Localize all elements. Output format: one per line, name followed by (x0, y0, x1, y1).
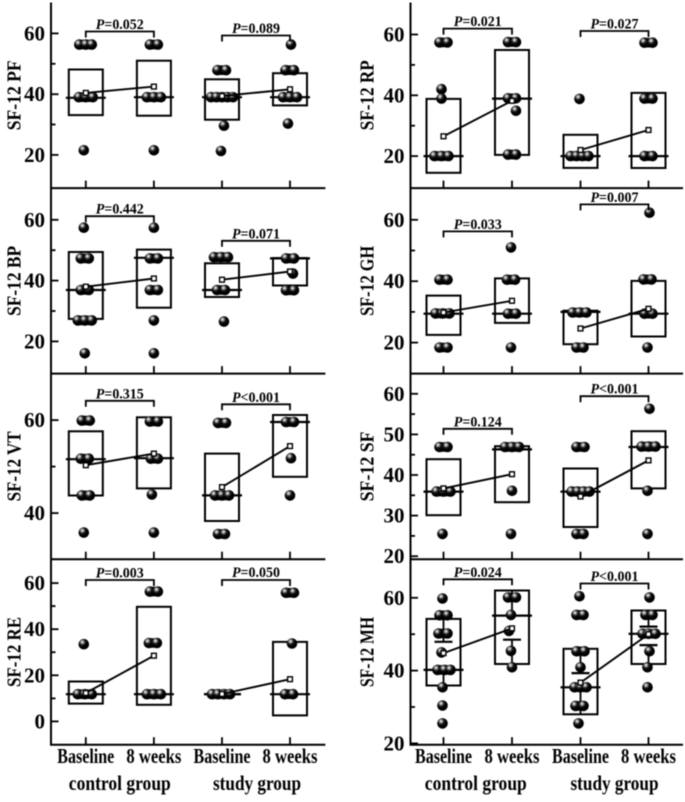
svg-text:8 weeks: 8 weeks (263, 744, 318, 768)
svg-text:P=0.089: P=0.089 (232, 21, 280, 37)
svg-text:P=0.124: P=0.124 (454, 414, 502, 430)
svg-text:P<0.001: P<0.001 (591, 382, 639, 398)
svg-text:P=0.071: P=0.071 (232, 226, 280, 242)
svg-text:60: 60 (384, 23, 405, 47)
svg-text:P=0.442: P=0.442 (96, 202, 144, 218)
svg-text:40: 40 (24, 82, 45, 106)
svg-text:40: 40 (24, 501, 45, 525)
svg-text:SF-12 SF: SF-12 SF (357, 431, 379, 501)
svg-text:0: 0 (35, 709, 46, 733)
svg-text:60: 60 (384, 586, 405, 610)
svg-text:40: 40 (384, 659, 405, 683)
svg-text:8 weeks: 8 weeks (621, 744, 676, 768)
svg-text:20: 20 (384, 544, 405, 568)
svg-text:P=0.315: P=0.315 (96, 386, 144, 402)
svg-text:SF-12 VT: SF-12 VT (4, 431, 26, 502)
svg-text:8 weeks: 8 weeks (126, 744, 181, 768)
svg-text:SF-12 MH: SF-12 MH (357, 617, 379, 687)
svg-text:SF-12 GH: SF-12 GH (357, 246, 379, 316)
svg-text:SF-12 RE: SF-12 RE (4, 617, 26, 687)
svg-text:20: 20 (384, 144, 405, 168)
svg-text:60: 60 (24, 21, 45, 45)
svg-text:8 weeks: 8 weeks (485, 744, 540, 768)
svg-text:study group: study group (213, 771, 301, 795)
svg-text:Baseline: Baseline (57, 744, 114, 768)
svg-text:50: 50 (384, 422, 405, 446)
svg-text:30: 30 (384, 504, 405, 528)
svg-text:Baseline: Baseline (415, 744, 472, 768)
svg-text:20: 20 (384, 331, 405, 355)
svg-text:SF-12 RP: SF-12 RP (357, 60, 379, 130)
svg-text:P=0.050: P=0.050 (232, 565, 280, 581)
svg-text:P=0.033: P=0.033 (454, 217, 502, 233)
svg-text:60: 60 (384, 208, 405, 232)
svg-text:P=0.021: P=0.021 (454, 14, 502, 30)
svg-text:P=0.052: P=0.052 (96, 17, 144, 33)
svg-text:40: 40 (24, 617, 45, 641)
svg-text:P<0.001: P<0.001 (591, 569, 639, 585)
svg-text:control group: control group (69, 771, 171, 795)
svg-text:control group: control group (425, 771, 527, 795)
svg-text:60: 60 (24, 571, 45, 595)
svg-text:P=0.027: P=0.027 (591, 17, 639, 33)
svg-text:20: 20 (384, 731, 405, 755)
svg-text:60: 60 (24, 208, 45, 232)
svg-text:40: 40 (384, 83, 405, 107)
svg-text:60: 60 (24, 408, 45, 432)
svg-text:P=0.007: P=0.007 (591, 190, 639, 206)
svg-text:SF-12 PF: SF-12 PF (4, 60, 26, 130)
svg-text:P=0.003: P=0.003 (96, 566, 144, 582)
svg-text:20: 20 (24, 329, 45, 353)
svg-text:20: 20 (24, 663, 45, 687)
svg-text:study group: study group (571, 771, 659, 795)
svg-text:20: 20 (24, 143, 45, 167)
svg-text:Baseline: Baseline (552, 744, 609, 768)
svg-text:Baseline: Baseline (194, 744, 251, 768)
svg-text:40: 40 (24, 269, 45, 293)
svg-text:60: 60 (384, 382, 405, 406)
svg-text:40: 40 (384, 463, 405, 487)
svg-text:P=0.024: P=0.024 (454, 565, 502, 581)
svg-text:SF-12 BP: SF-12 BP (4, 246, 26, 316)
svg-text:P<0.001: P<0.001 (232, 390, 280, 406)
svg-text:40: 40 (384, 269, 405, 293)
